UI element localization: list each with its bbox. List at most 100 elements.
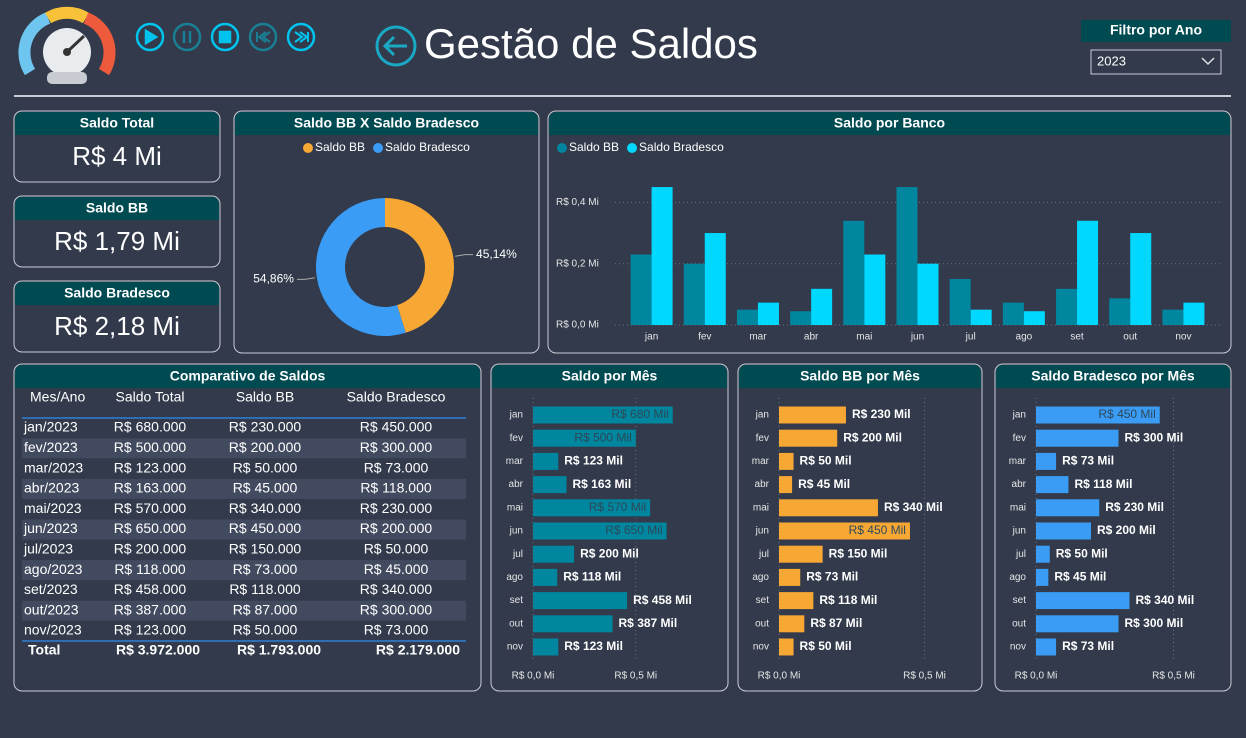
column-header: Saldo Bradesco bbox=[347, 389, 446, 405]
x-tick-label: jan bbox=[644, 332, 658, 343]
bar bbox=[1036, 615, 1119, 633]
bar bbox=[704, 233, 726, 325]
bar bbox=[1023, 311, 1045, 325]
bar bbox=[630, 254, 652, 325]
donut-slice bbox=[316, 197, 406, 336]
panel-title: Saldo por Mês bbox=[562, 368, 658, 384]
bar bbox=[864, 254, 886, 325]
row-stripe bbox=[22, 438, 466, 459]
data-label: R$ 340 Mil bbox=[884, 500, 943, 514]
table-cell: mar/2023 bbox=[24, 459, 83, 475]
panel-title: Saldo Total bbox=[80, 115, 154, 131]
year-dropdown[interactable]: 2023 bbox=[1090, 49, 1222, 75]
data-label: R$ 200 Mil bbox=[580, 546, 639, 560]
table-cell: jan/2023 bbox=[23, 419, 78, 435]
y-tick-label: mai bbox=[753, 502, 769, 513]
pause-button[interactable] bbox=[172, 22, 202, 52]
data-label: 45,14% bbox=[476, 247, 517, 261]
play-button[interactable] bbox=[135, 22, 165, 52]
leader-line bbox=[455, 254, 474, 257]
bar bbox=[779, 522, 910, 540]
bar bbox=[1036, 452, 1057, 470]
bar bbox=[533, 638, 559, 656]
bar bbox=[779, 545, 823, 563]
panel-title: Saldo Bradesco por Mês bbox=[1031, 368, 1195, 384]
panel-title: Saldo BB por Mês bbox=[800, 368, 920, 384]
table-cell: R$ 340.000 bbox=[229, 500, 302, 516]
y-tick-label: ago bbox=[752, 572, 769, 583]
bar bbox=[917, 263, 939, 325]
bar bbox=[1036, 568, 1049, 586]
back-button[interactable] bbox=[375, 25, 417, 67]
table-cell: ago/2023 bbox=[24, 561, 83, 577]
y-tick-label: out bbox=[755, 618, 769, 629]
table-cell: R$ 650.000 bbox=[114, 520, 187, 536]
y-tick-label: set bbox=[756, 595, 770, 606]
bar bbox=[779, 476, 793, 494]
data-label: 54,86% bbox=[253, 271, 294, 285]
panel bbox=[233, 110, 540, 354]
panel-header bbox=[739, 365, 981, 388]
y-tick-label: R$ 0,4 Mi bbox=[556, 197, 599, 208]
y-tick-label: abr bbox=[755, 479, 770, 490]
previous-button[interactable] bbox=[248, 22, 278, 52]
row-stripe bbox=[22, 519, 466, 540]
table-cell: R$ 50.000 bbox=[233, 459, 298, 475]
legend-swatch bbox=[303, 143, 313, 153]
bar bbox=[533, 406, 673, 424]
bar bbox=[1036, 429, 1119, 447]
panel-header bbox=[15, 365, 480, 388]
bar bbox=[779, 452, 794, 470]
panel-title: Saldo Bradesco bbox=[64, 285, 170, 301]
table-cell: nov/2023 bbox=[24, 622, 82, 638]
legend-label: Saldo BB bbox=[569, 140, 619, 154]
bar bbox=[896, 187, 918, 325]
panel-title: Comparativo de Saldos bbox=[170, 368, 326, 384]
bar bbox=[736, 309, 758, 325]
legend-swatch bbox=[373, 143, 384, 153]
table-cell: R$ 300.000 bbox=[360, 601, 433, 617]
x-tick-label: R$ 0,5 Mi bbox=[1152, 671, 1195, 682]
row-stripe bbox=[22, 600, 466, 621]
bar bbox=[533, 615, 613, 633]
y-tick-label: jul bbox=[758, 549, 769, 560]
y-tick-label: ago bbox=[506, 572, 523, 583]
y-tick-label: jun bbox=[755, 526, 769, 537]
y-tick-label: fev bbox=[756, 433, 769, 444]
card-value: R$ 2,18 Mi bbox=[54, 311, 180, 341]
data-label: R$ 340 Mil bbox=[1136, 593, 1195, 607]
data-label: R$ 230 Mil bbox=[1105, 500, 1164, 514]
data-label: R$ 300 Mil bbox=[1125, 430, 1184, 444]
data-label: R$ 50 Mil bbox=[800, 639, 852, 653]
data-label: R$ 500 Mil bbox=[574, 430, 631, 444]
bar bbox=[533, 476, 567, 494]
data-label: R$ 650 Mil bbox=[605, 523, 662, 537]
dropdown-value: 2023 bbox=[1097, 53, 1126, 68]
y-tick-label: set bbox=[510, 595, 524, 606]
x-tick-label: jun bbox=[910, 332, 924, 343]
x-tick-label: abr bbox=[804, 332, 819, 343]
bar bbox=[1002, 302, 1024, 325]
total-cell: Total bbox=[28, 642, 60, 658]
table-cell: R$ 50.000 bbox=[233, 622, 298, 638]
y-tick-label: nov bbox=[1010, 642, 1026, 653]
table-cell: R$ 45.000 bbox=[233, 480, 298, 496]
bar bbox=[651, 187, 673, 325]
stop-button[interactable] bbox=[210, 22, 240, 52]
next-button[interactable] bbox=[286, 22, 316, 52]
data-label: R$ 118 Mil bbox=[1074, 477, 1132, 491]
table-cell: R$ 570.000 bbox=[114, 500, 187, 516]
panel-header bbox=[15, 112, 219, 135]
bar bbox=[1036, 592, 1130, 610]
bar bbox=[1036, 406, 1160, 424]
x-tick-label: mai bbox=[856, 332, 872, 343]
table-cell: R$ 118.000 bbox=[114, 561, 186, 577]
y-tick-label: jun bbox=[1012, 526, 1026, 537]
data-label: R$ 45 Mil bbox=[798, 477, 850, 491]
table-cell: R$ 458.000 bbox=[114, 581, 187, 597]
y-tick-label: mai bbox=[1010, 502, 1026, 513]
bar bbox=[1036, 499, 1100, 517]
table-cell: R$ 200.000 bbox=[360, 520, 433, 536]
data-label: R$ 73 Mil bbox=[1062, 454, 1114, 468]
